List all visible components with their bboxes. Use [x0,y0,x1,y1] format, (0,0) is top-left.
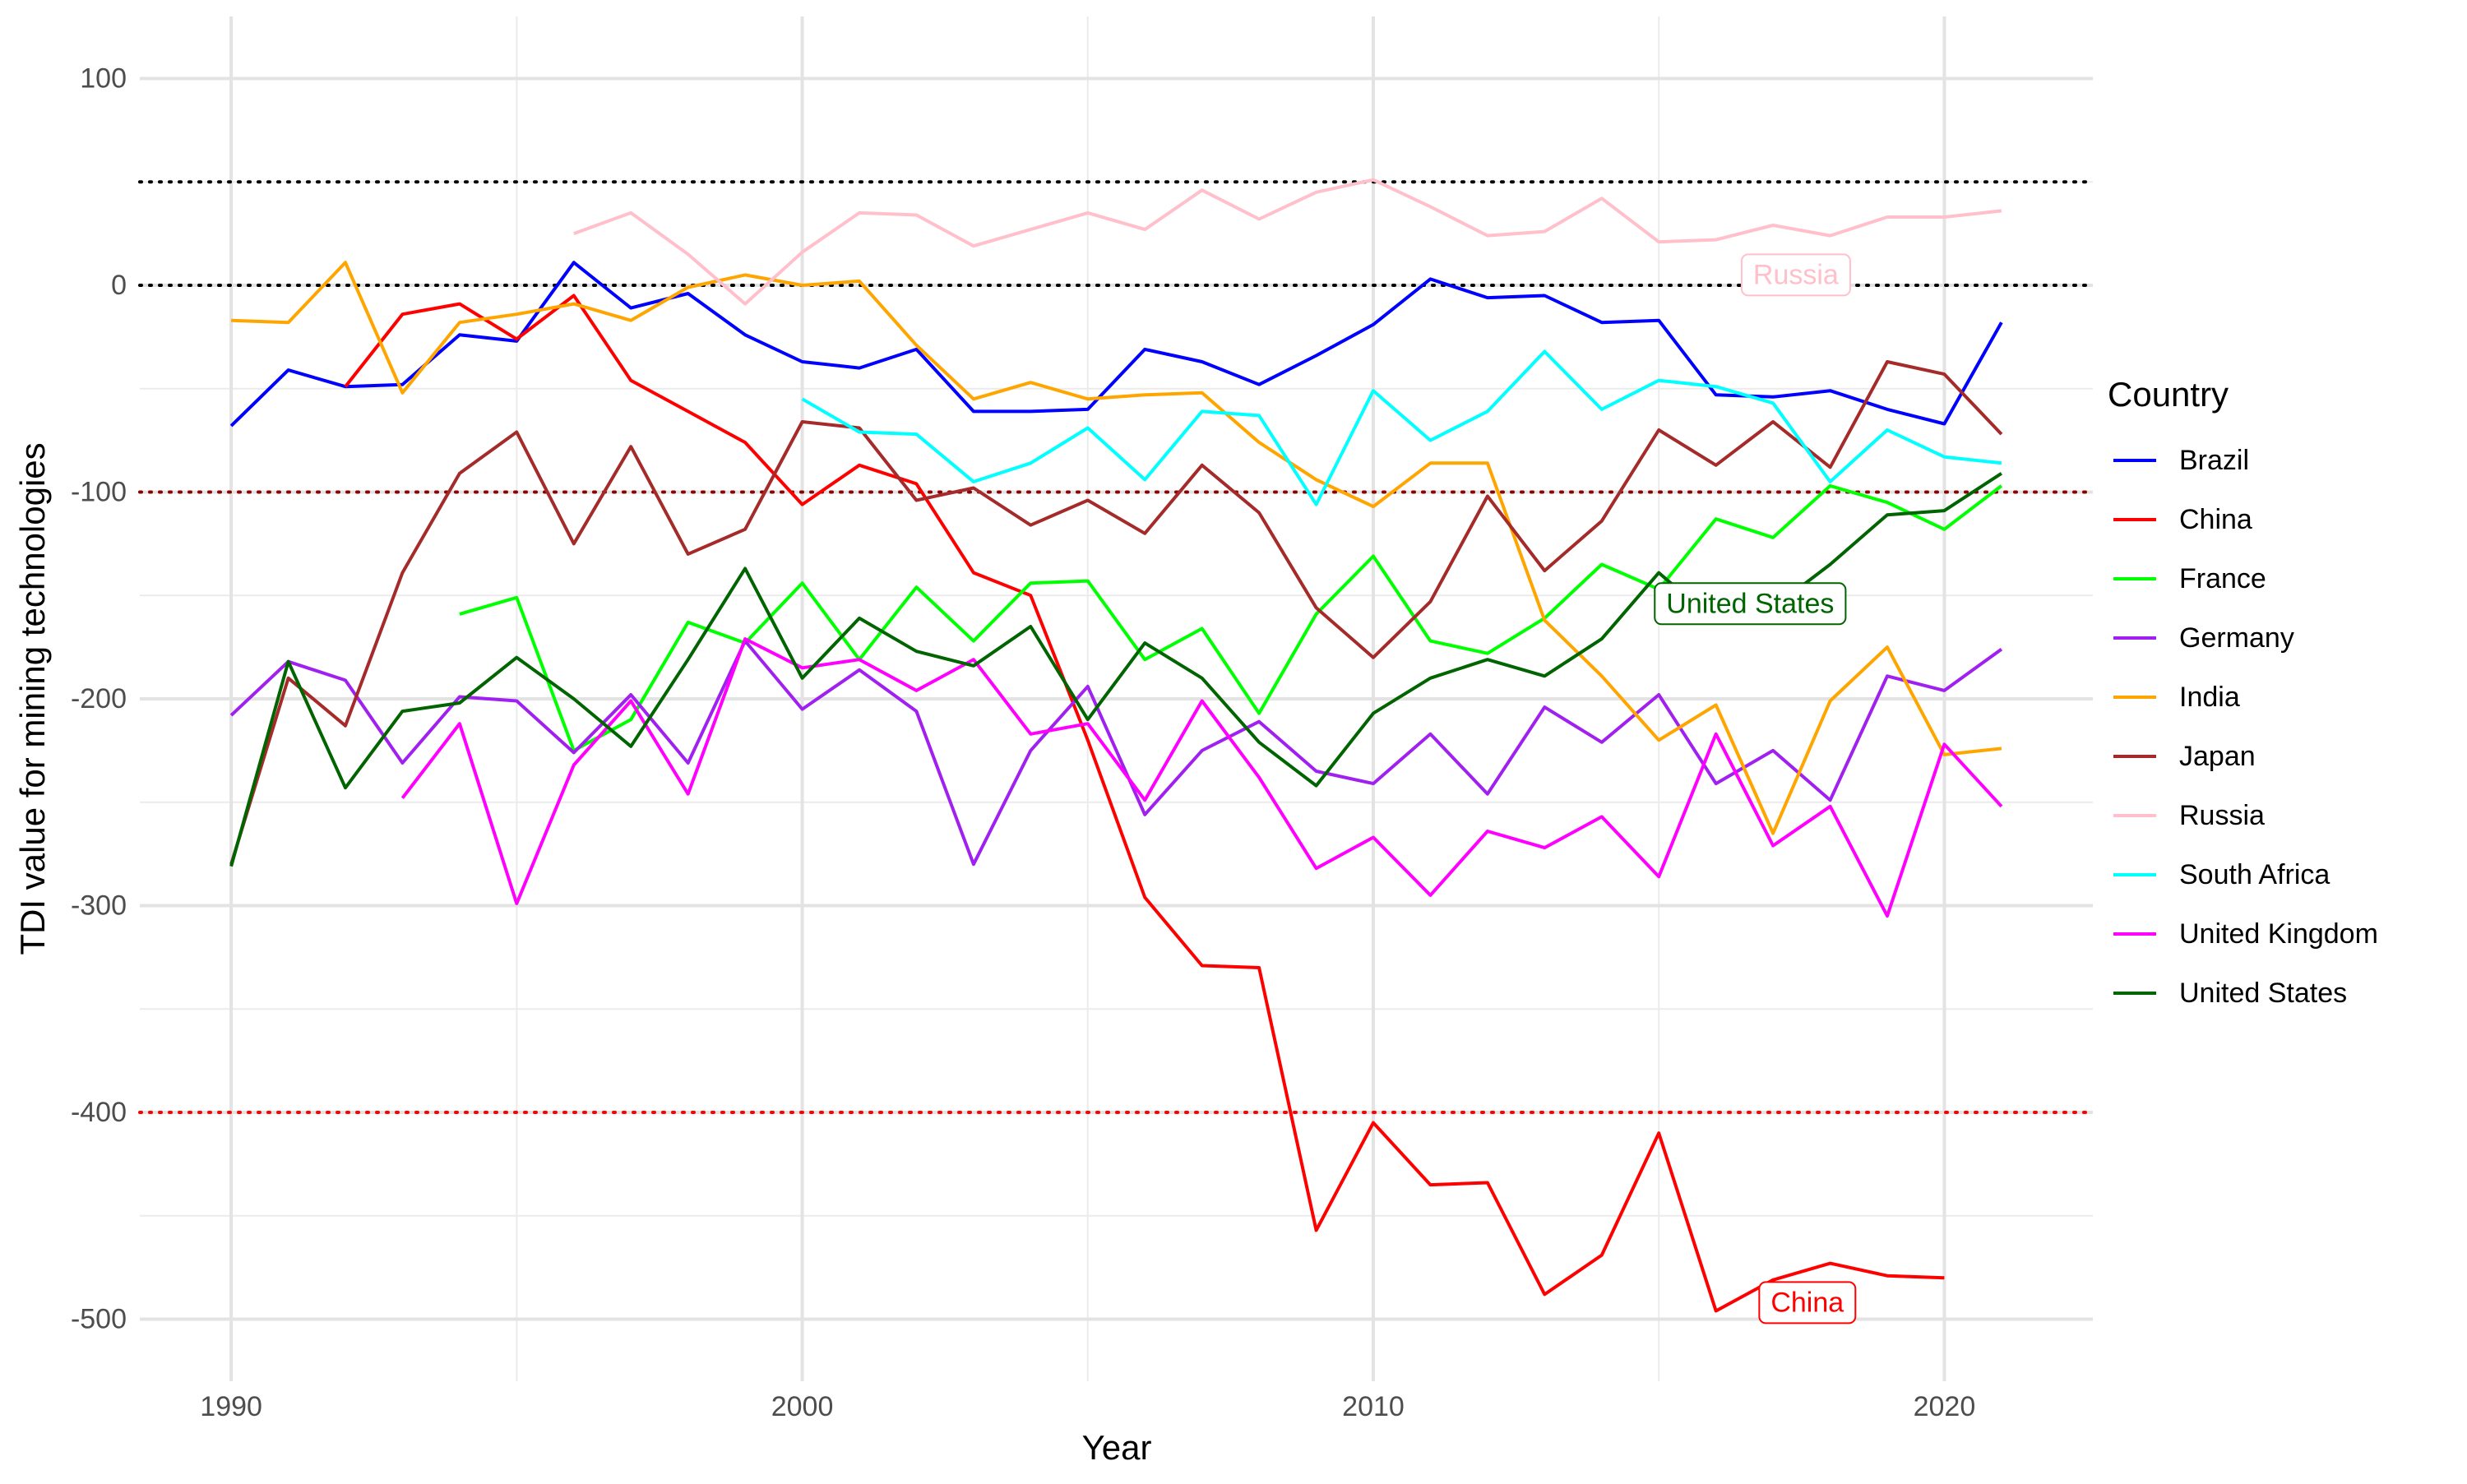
series-line-india [231,261,2002,835]
legend-item-germany: Germany [2113,622,2294,654]
x-axis-title: Year [1082,1428,1152,1467]
legend-item-united-states: United States [2113,978,2347,1009]
annotation-text: Russia [1753,259,1839,290]
y-tick-label: -100 [71,476,127,507]
legend-label: France [2179,563,2266,594]
legend-label: South Africa [2179,859,2330,890]
series-line-russia [573,178,2002,306]
legend-item-china: China [2113,504,2252,535]
legend-label: United States [2179,978,2347,1009]
y-tick-label: 0 [111,270,127,301]
x-axis-ticks: 1990 2000 2010 2020 [200,1391,1975,1422]
legend-title: Country [2108,375,2229,414]
legend-item-india: India [2113,682,2240,713]
series-line-south-africa [801,349,2002,506]
series-line-japan [229,360,2003,865]
series-line-brazil [229,261,2003,428]
y-tick-label: 100 [80,62,127,94]
y-tick-label: -400 [71,1097,127,1128]
y-tick-label: -500 [71,1304,127,1335]
x-tick-label: 2010 [1342,1391,1405,1422]
x-tick-label: 2020 [1914,1391,1976,1422]
x-tick-label: 1990 [200,1391,262,1422]
legend-label: Japan [2179,741,2256,772]
legend-item-russia: Russia [2113,800,2265,831]
annotation-box [1740,253,1851,297]
series-line-united-kingdom [400,637,2003,918]
legend-label: Brazil [2179,445,2249,476]
series-line-germany [229,639,2003,867]
series-lines [229,178,2003,1313]
annotation-label: United States [1654,582,1847,626]
annotation-box [1654,582,1847,626]
x-tick-label: 2000 [771,1391,834,1422]
legend-label: United Kingdom [2179,918,2378,950]
annotations: Russia United States China [1654,253,1857,1325]
y-axis-title: TDI value for mining technologies [13,442,52,955]
series-line-china [344,294,1945,1313]
y-axis-ticks: 100 0 -100 -200 -300 -400 -500 [71,62,127,1334]
legend-item-france: France [2113,563,2266,594]
annotation-label: China [1758,1281,1857,1325]
annotation-text: United States [1666,588,1834,619]
legend-item-brazil: Brazil [2113,445,2249,476]
legend-label: Russia [2179,800,2265,831]
series-line-france [459,483,2003,752]
legend-label: China [2179,504,2252,535]
legend-item-south-africa: South Africa [2113,859,2330,890]
legend-label: India [2179,682,2240,713]
annotation-box [1758,1281,1857,1325]
legend-label: Germany [2179,622,2294,654]
y-tick-label: -200 [71,683,127,714]
annotation-label: Russia [1740,253,1851,297]
legend-item-united-kingdom: United Kingdom [2113,918,2378,950]
legend: Country Brazil China France Germany India Jap… [2108,375,2378,1009]
legend-item-japan: Japan [2113,741,2256,772]
y-tick-label: -300 [71,890,127,922]
annotation-text: China [1770,1287,1844,1318]
